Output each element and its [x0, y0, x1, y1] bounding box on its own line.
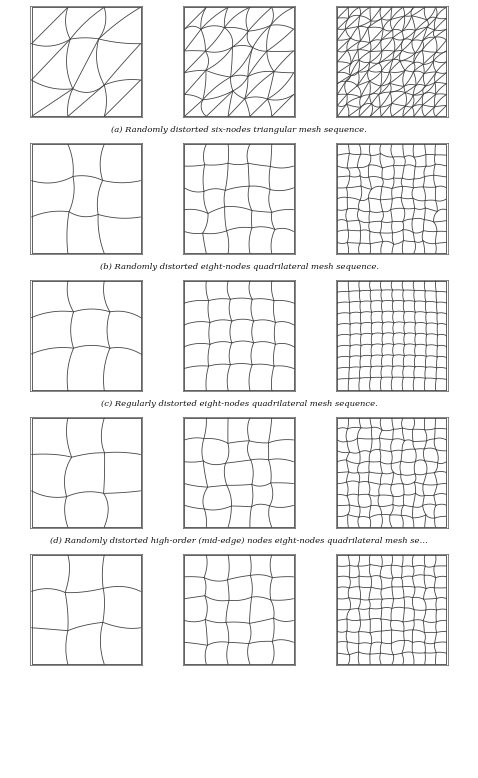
Text: (c) Regularly distorted eight-nodes quadrilateral mesh sequence.: (c) Regularly distorted eight-nodes quad… — [101, 400, 377, 408]
Text: (d) Randomly distorted high-order (mid-edge) nodes eight-nodes quadrilateral mes: (d) Randomly distorted high-order (mid-e… — [50, 537, 428, 545]
Text: (a) Randomly distorted six-nodes triangular mesh sequence.: (a) Randomly distorted six-nodes triangu… — [111, 126, 367, 135]
Text: (b) Randomly distorted eight-nodes quadrilateral mesh sequence.: (b) Randomly distorted eight-nodes quadr… — [99, 263, 379, 272]
